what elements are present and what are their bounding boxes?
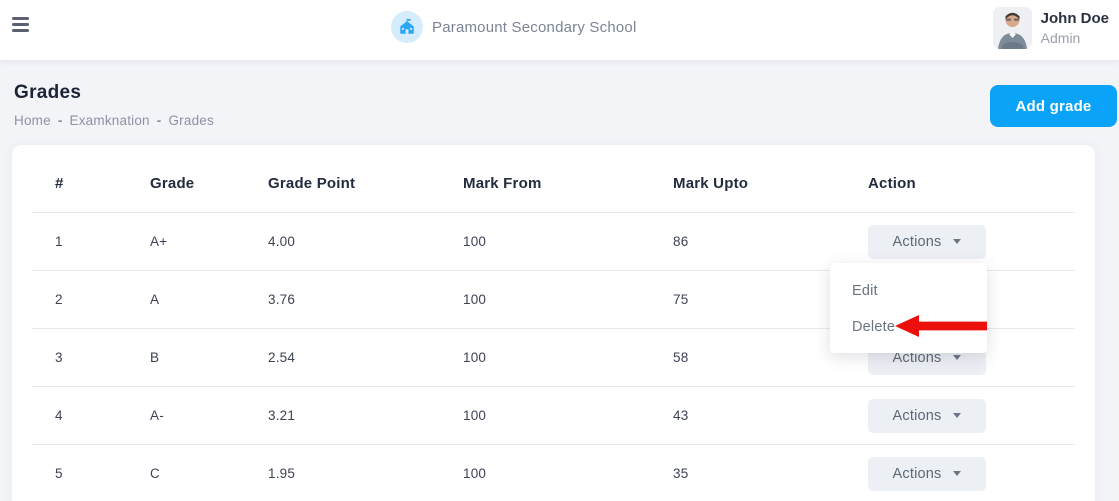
column-header-number: #	[32, 145, 150, 213]
cell-grade-point: 3.21	[268, 386, 463, 445]
caret-down-icon	[953, 471, 962, 477]
cell-grade: C	[150, 466, 160, 482]
cell-grade: A+	[150, 212, 268, 271]
actions-dropdown-button[interactable]: Actions	[868, 398, 986, 433]
cell-number: 5	[55, 466, 63, 482]
cell-mark-upto: 43	[673, 386, 868, 445]
actions-button-label: Actions	[892, 407, 942, 424]
cell-grade-point: 1.95	[268, 466, 296, 482]
cell-number: 1	[32, 212, 150, 271]
cell-mark-from: 100	[463, 270, 673, 329]
cell-grade: A	[150, 270, 268, 329]
column-header-mark-upto: Mark Upto	[673, 145, 868, 213]
user-avatar	[992, 7, 1032, 49]
cell-number: 3	[32, 328, 150, 387]
add-grade-button[interactable]: Add grade	[990, 85, 1117, 127]
cell-mark-from: 100	[463, 386, 673, 445]
table-header-row: # Grade Grade Point Mark From Mark Upto …	[32, 145, 1075, 213]
menu-item-delete[interactable]: Delete	[852, 319, 896, 335]
column-header-mark-from: Mark From	[463, 145, 673, 213]
page-title: Grades	[14, 82, 82, 103]
menu-item-edit[interactable]: Edit	[852, 283, 878, 299]
cell-grade: B	[150, 328, 268, 387]
cell-number: 4	[32, 386, 150, 445]
page-header: Grades Home - Examknation - Grades Add grade	[0, 60, 1119, 145]
actions-button-label: Actions	[892, 233, 942, 250]
school-brand: Paramount Secondary School	[391, 11, 637, 43]
caret-down-icon	[953, 413, 962, 418]
actions-button-label: Actions	[892, 465, 942, 482]
table-row: 4 A- 3.21 100 43 Actions	[32, 386, 1075, 445]
cell-mark-from: 100	[463, 212, 673, 271]
actions-dropdown-button[interactable]: Actions	[868, 456, 986, 491]
actions-button-label: Actions	[892, 349, 942, 366]
breadcrumb-separator: -	[156, 113, 162, 128]
breadcrumb-item-home[interactable]: Home	[14, 113, 51, 128]
breadcrumb: Home - Examknation - Grades	[14, 113, 214, 128]
table-row: 3 B 2.54 100 58 Actions	[32, 328, 1075, 387]
actions-dropdown-button[interactable]: Actions	[868, 224, 986, 259]
cell-grade-point: 2.54	[268, 328, 463, 387]
column-header-grade-point: Grade Point	[268, 145, 463, 213]
caret-down-icon	[953, 239, 962, 244]
breadcrumb-item-examination[interactable]: Examknation	[69, 113, 150, 128]
school-name: Paramount Secondary School	[432, 18, 637, 36]
topbar: Paramount Secondary School John Doe Admi…	[0, 0, 1119, 60]
caret-down-icon	[953, 355, 962, 360]
actions-dropdown-menu: Edit Delete	[830, 263, 987, 353]
table-row: 5 C 1.95 100 35 Actions	[32, 445, 1075, 501]
column-header-grade: Grade	[150, 145, 268, 213]
cell-grade-point: 4.00	[268, 212, 463, 271]
user-name: John Doe	[1040, 10, 1109, 27]
cell-number: 2	[32, 270, 150, 329]
cell-mark-upto: 35	[673, 466, 689, 482]
user-menu[interactable]: John Doe Admin	[992, 7, 1109, 49]
breadcrumb-item-grades: Grades	[168, 113, 214, 128]
cell-grade: A-	[150, 386, 268, 445]
column-header-action: Action	[868, 145, 1075, 213]
user-info: John Doe Admin	[1041, 9, 1109, 47]
breadcrumb-separator: -	[57, 113, 63, 128]
table-row: 1 A+ 4.00 100 86 Actions	[32, 212, 1075, 271]
cell-grade-point: 3.76	[268, 270, 463, 329]
school-logo-icon	[391, 11, 423, 43]
cell-mark-from: 100	[463, 466, 487, 482]
cell-mark-from: 100	[463, 328, 673, 387]
cell-mark-upto: 86	[673, 212, 868, 271]
hamburger-menu-icon[interactable]	[12, 17, 30, 43]
user-role: Admin	[1040, 30, 1081, 46]
